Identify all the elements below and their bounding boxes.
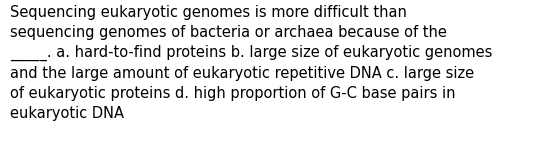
Text: Sequencing eukaryotic genomes is more difficult than
sequencing genomes of bacte: Sequencing eukaryotic genomes is more di…	[10, 5, 492, 121]
